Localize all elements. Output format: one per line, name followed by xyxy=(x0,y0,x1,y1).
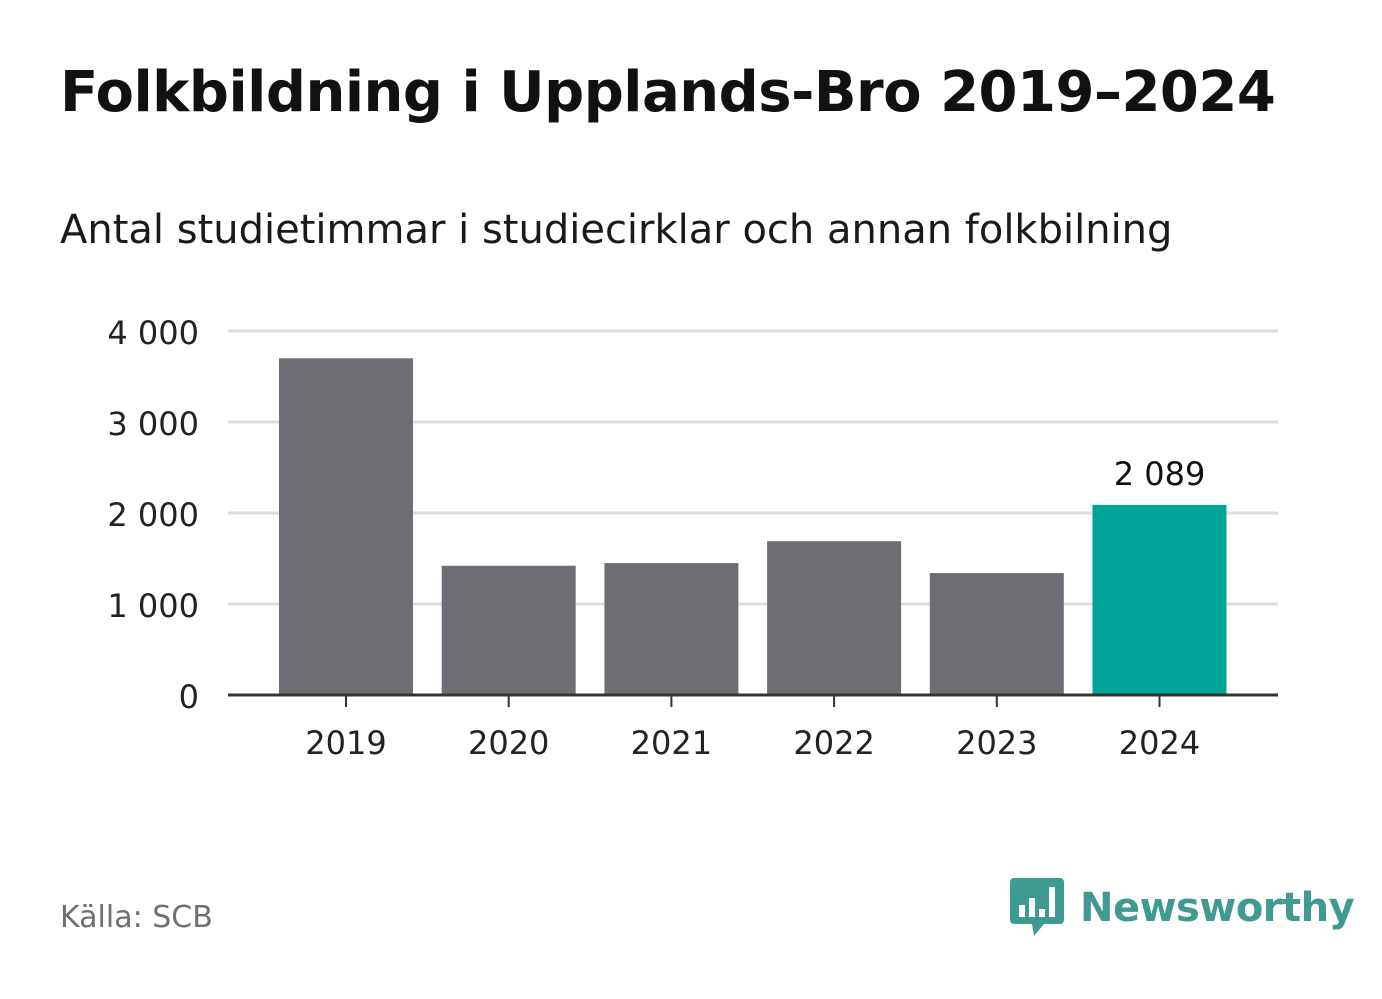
bar-2021 xyxy=(604,563,739,695)
y-tick-label: 3 000 xyxy=(107,405,199,443)
x-tick-label: 2021 xyxy=(631,724,712,762)
bars xyxy=(279,358,1227,695)
data-label: 2 089 xyxy=(1114,455,1206,493)
y-tick-label: 0 xyxy=(179,678,199,716)
x-axis xyxy=(228,693,1278,707)
chart-subtitle: Antal studietimmar i studiecirklar och a… xyxy=(60,207,1173,253)
bar-2022 xyxy=(767,541,902,695)
x-tick-label: 2023 xyxy=(956,724,1037,762)
x-tick-label: 2019 xyxy=(305,724,386,762)
x-tick-labels: 2019 2020 2021 2022 2023 2024 xyxy=(305,724,1200,762)
brand-logo: Newsworthy xyxy=(1010,878,1355,938)
source-note: Källa: SCB xyxy=(60,900,213,935)
x-tick-label: 2022 xyxy=(793,724,874,762)
data-labels: 2 089 xyxy=(1114,455,1206,493)
bar-2024 xyxy=(1092,504,1227,695)
brand-name: Newsworthy xyxy=(1080,885,1355,931)
bar-2019 xyxy=(279,358,413,695)
y-tick-label: 1 000 xyxy=(107,587,199,625)
y-tick-label: 2 000 xyxy=(107,496,199,534)
y-tick-label: 4 000 xyxy=(107,314,199,352)
newsworthy-logo-icon xyxy=(1010,878,1064,936)
y-tick-labels: 0 1 000 2 000 3 000 4 000 xyxy=(107,314,199,716)
chart-title: Folkbildning i Upplands-Bro 2019–2024 xyxy=(60,60,1276,125)
bar-2020 xyxy=(441,565,576,695)
x-tick-label: 2024 xyxy=(1119,724,1200,762)
x-tick-label: 2020 xyxy=(468,724,549,762)
bar-2023 xyxy=(929,573,1064,695)
